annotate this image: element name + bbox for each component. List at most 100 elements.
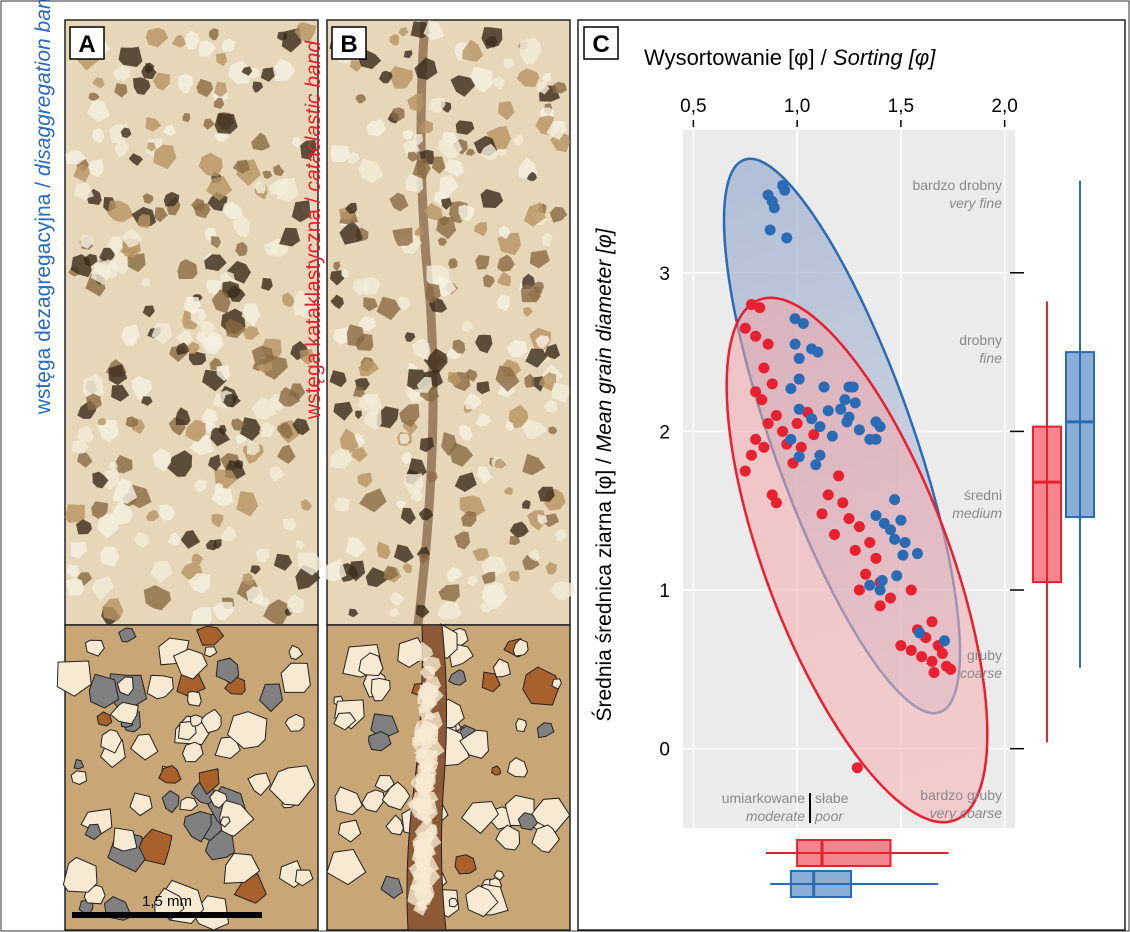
grain bbox=[282, 292, 296, 308]
box bbox=[1065, 351, 1095, 519]
grain bbox=[193, 202, 211, 219]
grain bbox=[133, 77, 151, 95]
grain bbox=[522, 499, 531, 509]
grain bbox=[73, 163, 90, 183]
grain bbox=[158, 504, 176, 521]
point bbox=[750, 433, 762, 445]
grain bbox=[550, 581, 576, 600]
grain bbox=[462, 320, 473, 333]
grain bbox=[444, 158, 465, 177]
grain bbox=[473, 222, 488, 237]
grain bbox=[76, 426, 94, 443]
grain bbox=[120, 127, 132, 139]
grain bbox=[143, 585, 171, 611]
grain bbox=[224, 676, 246, 695]
grain bbox=[92, 127, 104, 143]
grain bbox=[537, 486, 555, 502]
point bbox=[812, 346, 824, 358]
grain bbox=[454, 472, 477, 492]
grain bbox=[450, 75, 476, 97]
grain bbox=[420, 800, 436, 817]
grain bbox=[358, 158, 384, 184]
confidence-ellipse bbox=[725, 296, 989, 824]
point bbox=[899, 536, 911, 548]
point bbox=[833, 470, 845, 482]
grain bbox=[552, 81, 567, 94]
grain bbox=[150, 560, 173, 583]
grain bbox=[114, 455, 133, 474]
grain bbox=[292, 418, 310, 436]
grain bbox=[219, 816, 231, 828]
grain bbox=[381, 781, 411, 811]
grain bbox=[213, 97, 225, 109]
point bbox=[826, 430, 838, 442]
grain bbox=[358, 359, 380, 377]
grain bbox=[216, 52, 227, 67]
grain bbox=[190, 309, 207, 326]
grain bbox=[424, 824, 438, 841]
grain bbox=[284, 713, 305, 732]
grain bbox=[84, 639, 105, 657]
grain bbox=[218, 425, 227, 436]
grain bbox=[413, 641, 434, 661]
grain bbox=[517, 812, 538, 831]
grain bbox=[551, 678, 563, 690]
grain bbox=[399, 433, 410, 444]
point bbox=[837, 497, 849, 509]
grain bbox=[167, 532, 182, 546]
grain bbox=[65, 504, 85, 523]
grain bbox=[527, 549, 541, 562]
grain bbox=[56, 660, 92, 697]
grain bbox=[251, 132, 271, 151]
point bbox=[889, 494, 901, 506]
grain bbox=[480, 189, 504, 208]
point bbox=[841, 416, 853, 428]
point bbox=[853, 424, 865, 436]
grain bbox=[404, 332, 416, 342]
grain bbox=[363, 297, 378, 312]
point bbox=[870, 552, 882, 564]
point bbox=[810, 459, 822, 471]
sorting-class-en: poor bbox=[814, 808, 844, 824]
grain bbox=[259, 683, 284, 713]
point bbox=[864, 536, 876, 548]
grain bbox=[447, 567, 463, 582]
grain bbox=[505, 421, 515, 432]
grain bbox=[460, 800, 500, 835]
grain bbox=[498, 225, 511, 240]
grain bbox=[324, 558, 347, 582]
grain bbox=[423, 348, 448, 374]
grain bbox=[476, 381, 490, 395]
grain bbox=[538, 372, 557, 391]
box bbox=[1032, 425, 1062, 584]
grain bbox=[222, 201, 243, 220]
grain bbox=[180, 530, 201, 549]
grain bbox=[523, 307, 534, 318]
grain bbox=[455, 120, 475, 135]
grain bbox=[543, 400, 558, 413]
grain bbox=[522, 666, 560, 706]
grain bbox=[235, 241, 248, 257]
grain bbox=[211, 601, 234, 621]
grain bbox=[531, 824, 561, 853]
grain bbox=[250, 565, 261, 575]
y-tick-label: 1 bbox=[659, 581, 670, 602]
grain bbox=[214, 113, 238, 134]
y-tick-label: 0 bbox=[659, 740, 670, 761]
point bbox=[789, 313, 801, 325]
grain bbox=[145, 27, 169, 48]
grain bbox=[282, 518, 297, 532]
panel-box bbox=[583, 26, 619, 60]
grain bbox=[183, 30, 201, 50]
point bbox=[849, 544, 861, 556]
grain bbox=[419, 553, 430, 565]
box bbox=[789, 870, 853, 898]
x-tick-label: 2,0 bbox=[991, 96, 1017, 117]
point bbox=[766, 378, 778, 390]
point bbox=[785, 383, 797, 395]
point bbox=[835, 403, 847, 415]
grain bbox=[291, 136, 302, 148]
size-class: bardzo gruby bbox=[920, 787, 1002, 803]
point bbox=[793, 373, 805, 385]
